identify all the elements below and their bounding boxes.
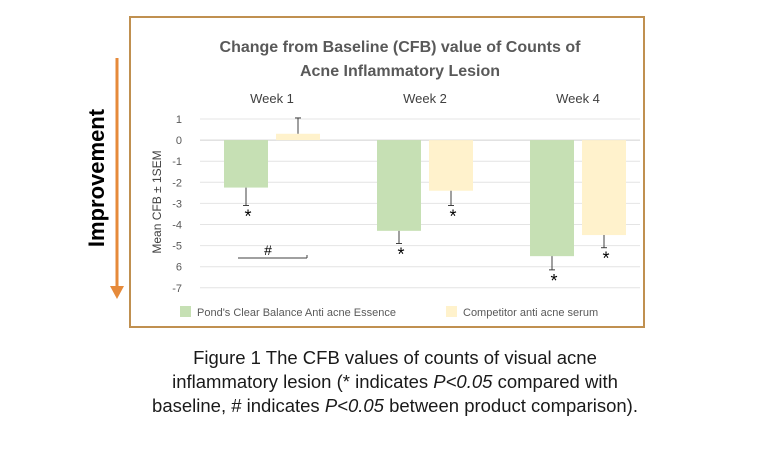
chart-title-line2: Acne Inflammatory Lesion bbox=[300, 63, 500, 80]
legend-label: Competitor anti acne serum bbox=[463, 307, 598, 319]
bar-competitor bbox=[582, 140, 626, 236]
improvement-label: Improvement bbox=[84, 108, 109, 247]
figure-caption: Figure 1 The CFB values of counts of vis… bbox=[100, 346, 690, 418]
y-tick-label: -1 bbox=[172, 156, 182, 168]
legend-label: Pond's Clear Balance Anti acne Essence bbox=[197, 307, 396, 319]
bar-ponds bbox=[224, 140, 268, 188]
significance-marker: * bbox=[397, 244, 404, 264]
caption-line-1: Figure 1 The CFB values of counts of vis… bbox=[193, 347, 597, 368]
significance-marker: * bbox=[602, 249, 609, 269]
bar-competitor bbox=[276, 133, 320, 141]
category-label: Week 4 bbox=[556, 91, 600, 106]
y-tick-label: 0 bbox=[176, 135, 182, 147]
y-axis-label: Mean CFB ± 1SEM bbox=[150, 150, 164, 253]
legend: Pond's Clear Balance Anti acne Essence Co… bbox=[180, 306, 598, 319]
category-label: Week 1 bbox=[250, 91, 294, 106]
improvement-indicator: Improvement bbox=[84, 58, 124, 299]
caption-line-3: baseline, # indicates P<0.05 between pro… bbox=[152, 395, 638, 416]
significance-marker: * bbox=[550, 271, 557, 291]
significance-marker: * bbox=[449, 207, 456, 227]
y-tick-label: -5 bbox=[172, 241, 182, 253]
plot-area: 1 0 -1 -2 -3 -4 -5 6 -7 Week 1 Week 2 Week 4 * * * * * # bbox=[172, 91, 640, 295]
y-tick-label: -7 bbox=[172, 283, 182, 295]
y-tick-label: 1 bbox=[176, 114, 182, 126]
bar-ponds bbox=[377, 140, 421, 231]
svg-text:Mean CFB ± 1SEM: Mean CFB ± 1SEM bbox=[150, 150, 164, 253]
caption-line-2: inflammatory lesion (* indicates P<0.05 … bbox=[172, 371, 618, 392]
bar-ponds bbox=[530, 140, 574, 257]
chart-title-line1: Change from Baseline (CFB) value of Coun… bbox=[220, 39, 582, 56]
chart-figure: Change from Baseline (CFB) value of Coun… bbox=[84, 16, 645, 328]
improvement-arrow-head bbox=[110, 286, 124, 299]
y-tick-label: 6 bbox=[176, 262, 182, 274]
y-tick-label: -3 bbox=[172, 198, 182, 210]
comparison-marker: # bbox=[264, 242, 272, 258]
y-tick-label: -2 bbox=[172, 177, 182, 189]
legend-swatch bbox=[446, 306, 457, 317]
category-label: Week 2 bbox=[403, 91, 447, 106]
y-tick-label: -4 bbox=[172, 220, 182, 232]
significance-marker: * bbox=[244, 207, 251, 227]
legend-swatch bbox=[180, 306, 191, 317]
bar-competitor bbox=[429, 140, 473, 191]
